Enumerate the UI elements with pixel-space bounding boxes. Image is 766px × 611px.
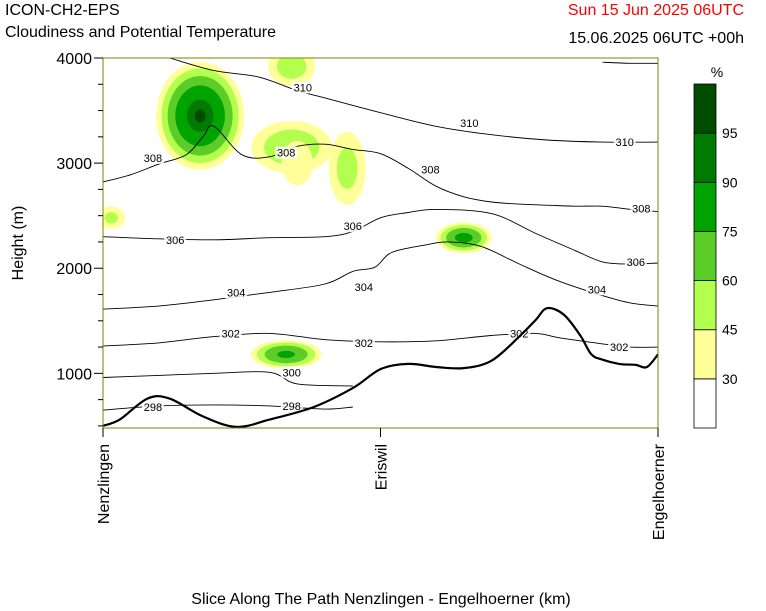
isentrope-label-308-3: 308 [632, 203, 650, 215]
colorbar-label: 90 [722, 174, 738, 190]
isentrope-label-bg [225, 286, 248, 299]
isentrope-label-bg [352, 281, 375, 294]
isentrope-label-bg [608, 341, 631, 354]
isentrope-label-306-0: 306 [166, 235, 184, 247]
run-info: 15.06.2025 06UTC +00h [568, 30, 744, 47]
colorbar-bin-6 [693, 83, 717, 134]
isentrope-label-304-1: 304 [355, 282, 373, 294]
colorbar: 30 45 60 75 90 95 [693, 83, 738, 429]
colorbar-bin-1 [693, 329, 717, 380]
y-axis-title: Height (m) [10, 206, 27, 281]
cloud-contour-7-2 [276, 58, 307, 79]
isentrope-label-302-0: 302 [221, 328, 239, 340]
isentrope-label-302-3: 302 [610, 342, 628, 354]
isentrope-label-bg [352, 336, 375, 349]
x-tick-label-2: Engelhoerner [651, 443, 668, 540]
x-tick-label-1: Eriswil [374, 444, 391, 490]
isentrope-label-298-1: 298 [283, 401, 301, 413]
y-tick-label: 4000 [56, 51, 92, 68]
isentrope-label-bg [458, 117, 481, 130]
y-tick-label: 3000 [56, 156, 92, 173]
isentrope-label-bg [624, 255, 647, 268]
valid-time: Sun 15 Jun 2025 06UTC [567, 2, 744, 19]
terrain-line [102, 306, 659, 429]
colorbar-bin-4 [693, 181, 717, 232]
isentrope-304-3 [103, 241, 658, 310]
isentrope-label-bg [219, 327, 242, 340]
isentrope-label-bg [280, 366, 303, 379]
isentrope-unlabeled-7 [602, 61, 658, 64]
colorbar-label: 60 [722, 273, 738, 289]
colorbar-label: 75 [722, 223, 738, 239]
isentrope-310-6 [169, 58, 658, 143]
isentrope-label-308-0: 308 [144, 153, 162, 165]
x-axis-title: Slice Along The Path Nenzlingen - Engelh… [191, 591, 570, 608]
isentrope-label-304-2: 304 [588, 284, 606, 296]
isentrope-label-bg [141, 400, 164, 413]
isentrope-308-5 [103, 125, 658, 212]
isentrope-label-310-0: 310 [294, 82, 312, 94]
isentrope-302-2 [103, 332, 658, 348]
y-tick-label: 1000 [56, 366, 92, 383]
isentrope-label-bg [275, 146, 298, 159]
isentrope-label-304-0: 304 [227, 287, 245, 299]
isentrope-label-bg [630, 202, 653, 215]
y-tick-label: 2000 [56, 261, 92, 278]
isentrope-label-bg [280, 399, 303, 412]
isentrope-label-bg [613, 136, 636, 149]
isentrope-label-306-2: 306 [627, 257, 645, 269]
x-axis: Nenzlingen Eriswil Engelhoerner [96, 428, 668, 540]
isentrope-label-310-1: 310 [460, 118, 478, 130]
isentrope-label-310-2: 310 [616, 137, 634, 149]
colorbar-bin-0 [693, 378, 717, 429]
isentrope-label-308-2: 308 [421, 164, 439, 176]
colorbar-label: 95 [722, 125, 738, 141]
cloud-contour-0-6 [194, 109, 206, 123]
isentrope-lines [103, 58, 658, 411]
cloud-contour-4-4 [277, 350, 295, 359]
colorbar-bin-2 [693, 280, 717, 331]
isentrope-label-bg [164, 233, 187, 246]
isentrope-label-bg [341, 220, 364, 233]
cloud-contour-5-4 [454, 232, 473, 243]
isentrope-306-4 [103, 208, 658, 265]
cloud-field [103, 58, 492, 369]
isentrope-label-bg [141, 151, 164, 164]
model-name: ICON-CH2-EPS [5, 2, 120, 19]
colorbar-bin-5 [693, 132, 717, 183]
chart-title: Cloudiness and Potential Temperature [5, 24, 276, 41]
isentrope-label-bg [585, 283, 608, 296]
isentrope-label-300-0: 300 [283, 367, 301, 379]
isentrope-label-298-0: 298 [144, 402, 162, 414]
cloud-contour-2-2 [336, 147, 358, 189]
isentrope-label-308-1: 308 [277, 148, 295, 160]
x-tick-label-0: Nenzlingen [96, 444, 113, 524]
colorbar-unit: % [711, 64, 723, 80]
isentrope-300-1 [103, 371, 353, 387]
isentrope-label-306-1: 306 [344, 221, 362, 233]
cloud-contour-6-2 [104, 212, 119, 224]
isentrope-label-bg [419, 163, 442, 176]
isentrope-label-bg [291, 81, 314, 94]
colorbar-label: 45 [722, 322, 738, 338]
colorbar-label: 30 [722, 371, 738, 387]
y-axis: 1000 2000 3000 4000 [56, 51, 103, 427]
isentrope-label-302-1: 302 [355, 338, 373, 350]
colorbar-bin-3 [693, 231, 717, 281]
